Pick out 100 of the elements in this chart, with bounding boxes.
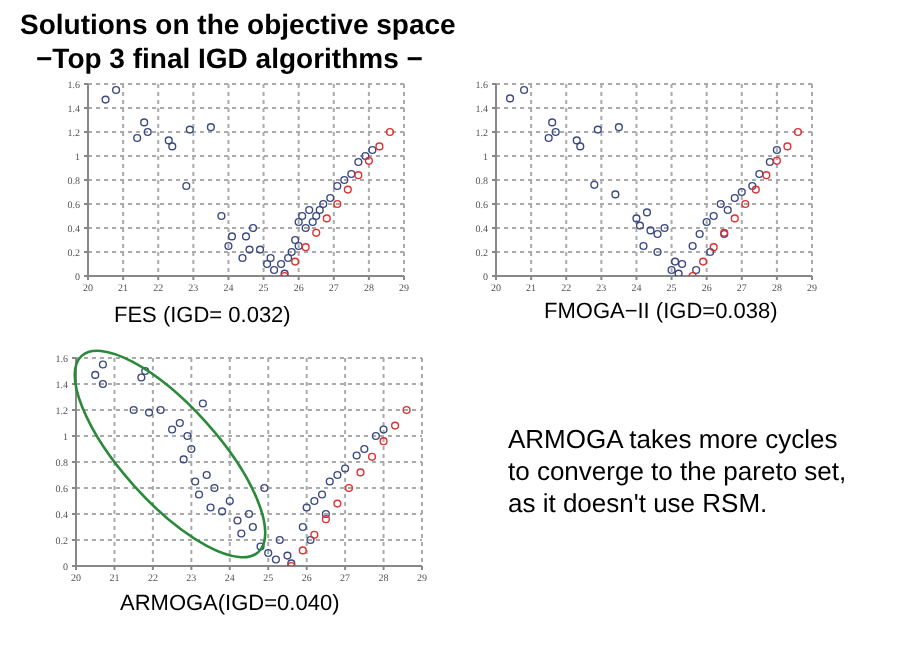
point xyxy=(262,259,272,269)
point xyxy=(301,223,310,233)
point xyxy=(310,496,319,506)
text: FMOGA−II (IGD=0.038) xyxy=(544,300,778,324)
point xyxy=(667,265,676,275)
point xyxy=(611,190,620,199)
point xyxy=(260,483,269,493)
point xyxy=(379,425,388,434)
point xyxy=(702,217,711,227)
point xyxy=(302,503,311,512)
point xyxy=(187,444,196,454)
point xyxy=(237,529,246,538)
point xyxy=(333,181,342,191)
point xyxy=(227,232,237,241)
point xyxy=(653,229,662,239)
point xyxy=(202,470,211,480)
point xyxy=(248,522,257,532)
point xyxy=(277,259,286,269)
point xyxy=(639,241,648,251)
point xyxy=(385,127,395,137)
point xyxy=(194,490,204,499)
text: to converge to the pareto set, xyxy=(508,456,847,488)
point xyxy=(762,171,771,180)
point xyxy=(271,555,281,564)
point xyxy=(248,223,258,233)
point xyxy=(519,85,529,95)
point xyxy=(179,455,188,464)
point xyxy=(699,257,708,266)
point xyxy=(341,464,350,473)
point xyxy=(333,199,342,209)
point xyxy=(183,431,192,441)
point xyxy=(765,157,774,167)
point xyxy=(175,418,184,428)
point xyxy=(333,499,342,508)
point xyxy=(709,211,718,221)
point xyxy=(210,483,219,493)
point xyxy=(143,127,152,137)
point xyxy=(375,142,384,151)
point xyxy=(156,405,165,415)
point xyxy=(576,142,585,151)
point xyxy=(191,477,200,486)
point xyxy=(310,530,319,539)
point xyxy=(91,370,100,379)
point xyxy=(347,169,356,179)
point xyxy=(233,516,242,525)
point xyxy=(793,127,803,137)
point xyxy=(291,257,300,266)
point xyxy=(168,142,177,151)
point xyxy=(371,431,380,441)
point xyxy=(340,175,349,185)
point xyxy=(692,265,701,275)
point xyxy=(674,269,683,276)
point xyxy=(551,127,560,137)
point xyxy=(98,360,108,369)
point xyxy=(140,118,149,127)
point xyxy=(593,125,602,134)
point xyxy=(198,399,207,408)
point xyxy=(677,259,687,269)
point xyxy=(390,421,400,430)
point xyxy=(344,483,354,493)
point xyxy=(367,452,377,461)
point xyxy=(182,181,191,191)
point xyxy=(317,490,327,499)
point xyxy=(360,444,369,454)
point xyxy=(308,217,317,227)
point xyxy=(321,515,330,524)
point xyxy=(144,408,154,417)
point xyxy=(244,509,254,519)
text: ARMOGA(IGD=0.040) xyxy=(120,592,340,616)
point xyxy=(241,232,251,241)
point xyxy=(283,551,292,560)
point xyxy=(294,241,303,251)
point xyxy=(305,205,314,215)
point xyxy=(206,123,215,132)
point xyxy=(354,171,363,180)
point xyxy=(168,425,177,434)
point xyxy=(356,468,365,477)
point xyxy=(98,379,108,389)
point xyxy=(224,241,233,251)
point xyxy=(322,214,331,223)
point xyxy=(368,145,377,155)
point xyxy=(319,199,328,209)
text: ARMOGA takes more cycles xyxy=(508,424,840,456)
point xyxy=(544,133,553,143)
point xyxy=(255,245,265,254)
point xyxy=(402,405,411,415)
point xyxy=(354,157,363,167)
point xyxy=(326,193,335,203)
point xyxy=(379,437,388,446)
point xyxy=(298,522,307,532)
point xyxy=(361,151,370,161)
point xyxy=(653,247,662,257)
point xyxy=(315,205,324,215)
point xyxy=(364,156,373,165)
text: as it doesn't use RSM. xyxy=(508,488,770,520)
point xyxy=(264,548,273,558)
point xyxy=(741,199,750,209)
point xyxy=(635,221,645,230)
point xyxy=(660,223,669,233)
point xyxy=(716,199,725,209)
